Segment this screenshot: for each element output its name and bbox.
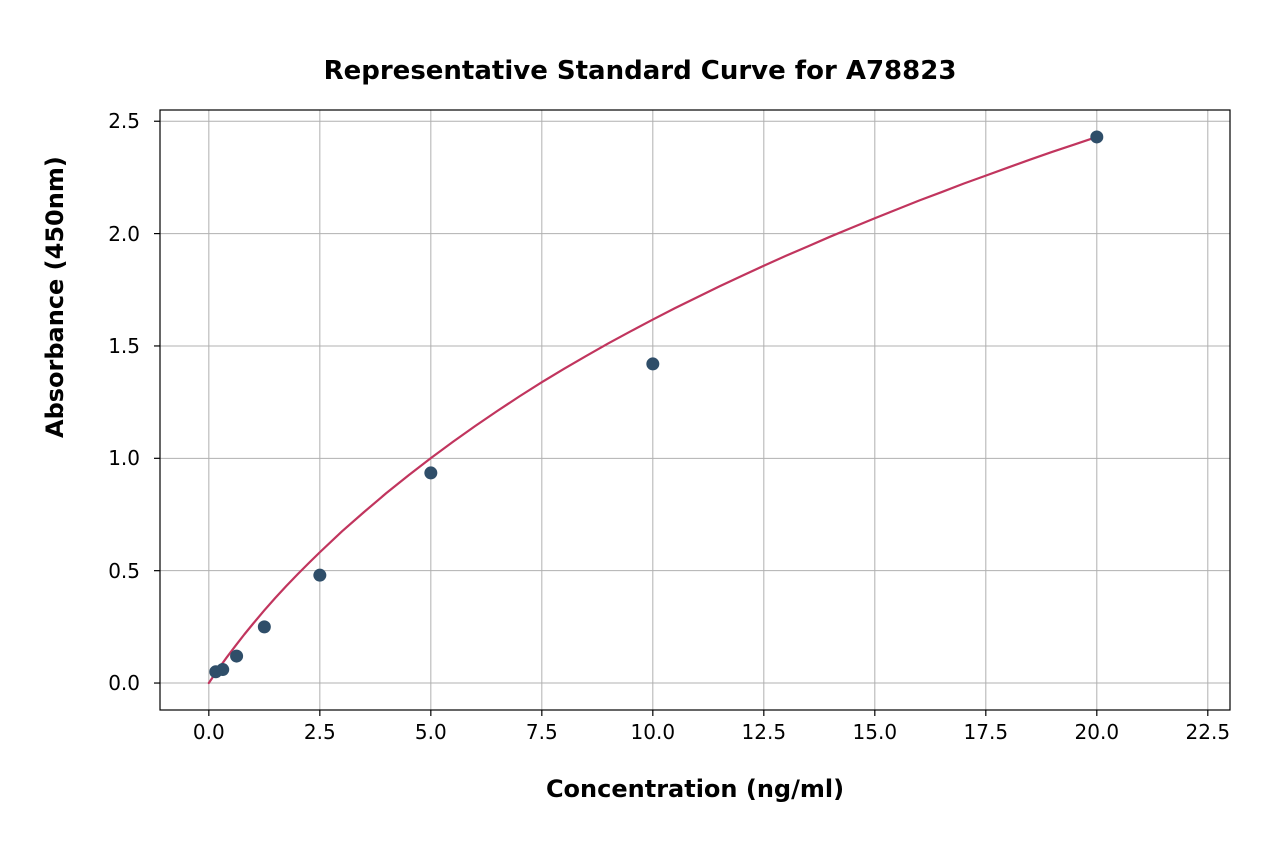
x-tick-label: 17.5	[964, 720, 1009, 744]
y-tick-label: 0.0	[80, 671, 140, 695]
data-point	[216, 663, 229, 676]
x-tick-label: 0.0	[193, 720, 225, 744]
x-tick-label: 10.0	[631, 720, 676, 744]
y-tick-label: 2.0	[80, 222, 140, 246]
data-point	[646, 357, 659, 370]
x-tick-label: 12.5	[742, 720, 787, 744]
x-axis-label: Concentration (ng/ml)	[546, 775, 844, 803]
x-tick-label: 22.5	[1186, 720, 1231, 744]
data-point	[230, 650, 243, 663]
data-point	[424, 466, 437, 479]
y-tick-label: 0.5	[80, 559, 140, 583]
data-point	[1090, 130, 1103, 143]
data-point	[258, 620, 271, 633]
x-tick-label: 15.0	[853, 720, 898, 744]
x-tick-label: 2.5	[304, 720, 336, 744]
y-tick-label: 1.5	[80, 334, 140, 358]
y-tick-label: 2.5	[80, 109, 140, 133]
figure: Representative Standard Curve for A78823…	[0, 0, 1280, 845]
y-axis-label: Absorbance (450nm)	[41, 156, 69, 438]
x-tick-label: 20.0	[1075, 720, 1120, 744]
plot-area	[150, 100, 1260, 740]
x-tick-label: 7.5	[526, 720, 558, 744]
chart-title: Representative Standard Curve for A78823	[0, 56, 1280, 86]
data-point	[313, 569, 326, 582]
y-tick-label: 1.0	[80, 446, 140, 470]
x-tick-label: 5.0	[415, 720, 447, 744]
